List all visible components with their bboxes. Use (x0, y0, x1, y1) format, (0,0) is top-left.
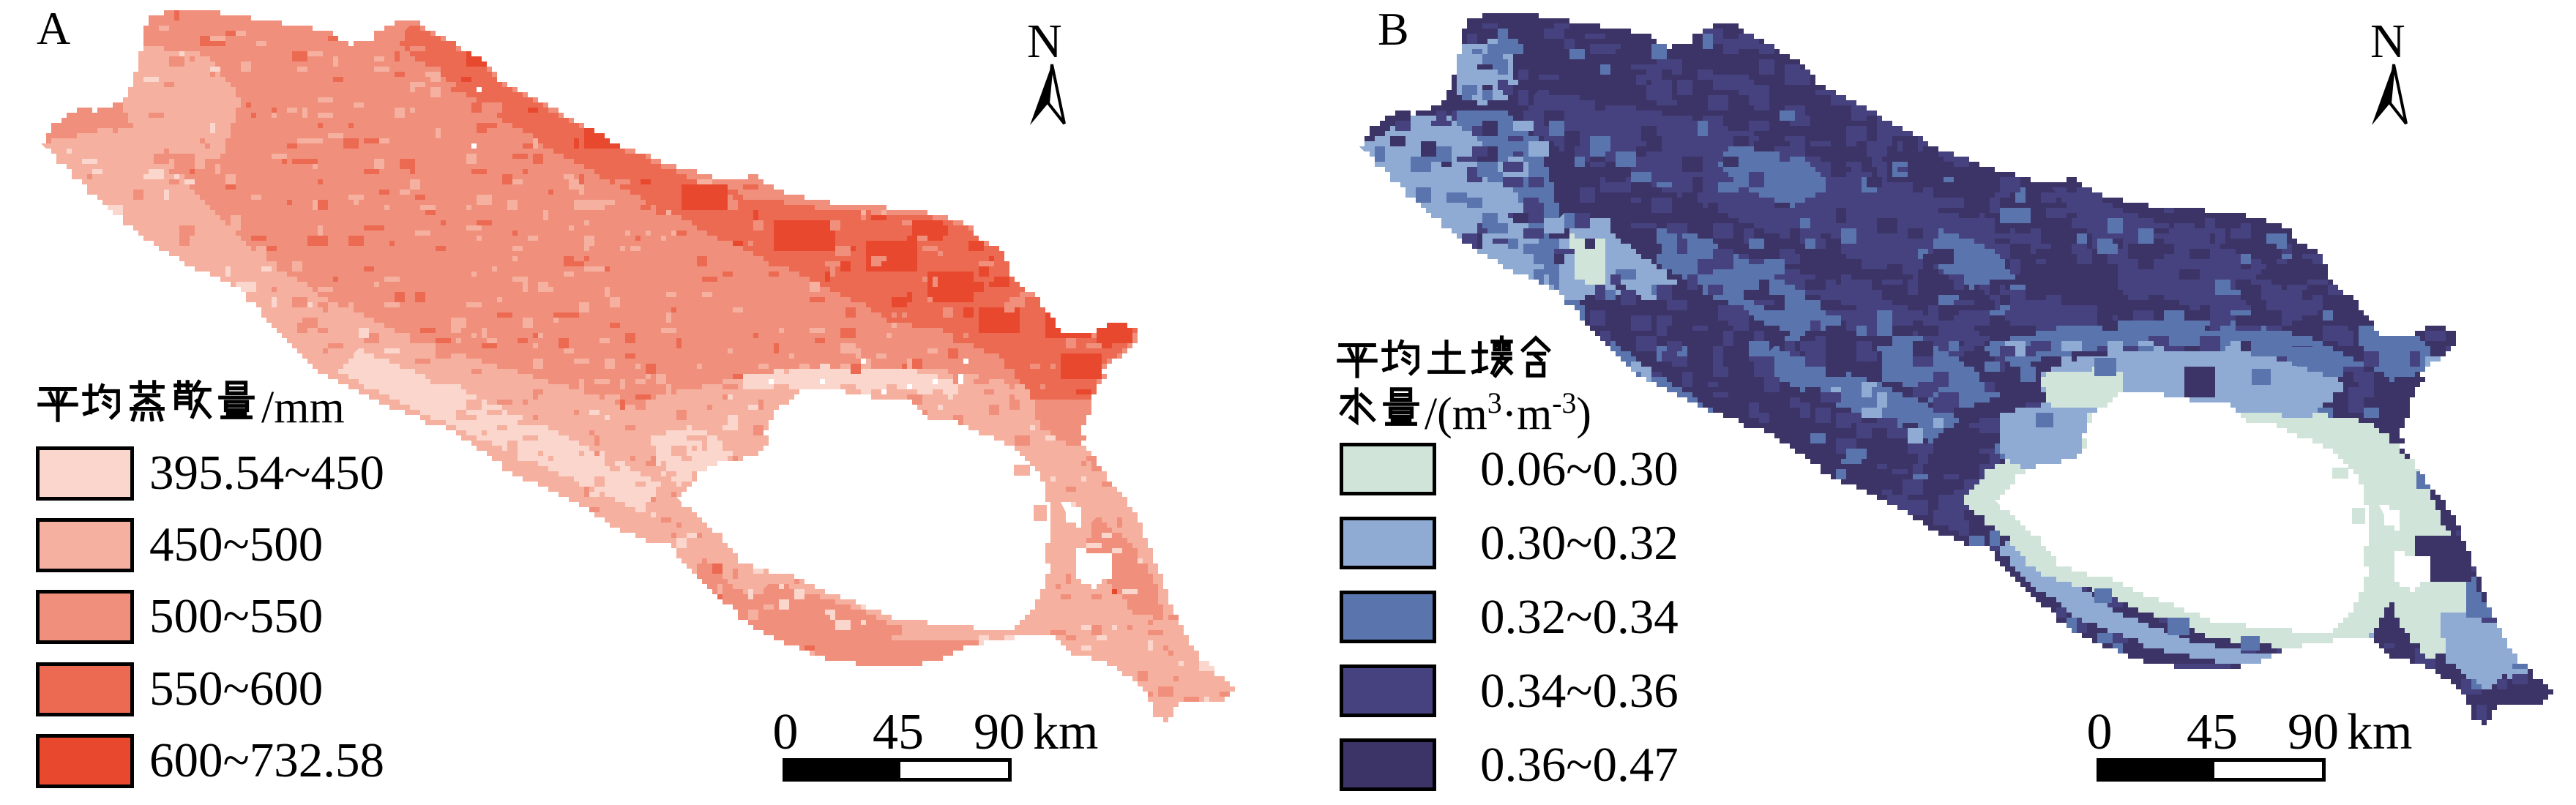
svg-text:45: 45 (2187, 704, 2238, 760)
svg-text:90: 90 (974, 704, 1025, 760)
svg-text:0.32~0.34: 0.32~0.34 (1480, 590, 1679, 644)
svg-text:45: 45 (873, 704, 924, 760)
svg-text:km: km (1033, 704, 1098, 760)
svg-text:0.36~0.47: 0.36~0.47 (1480, 738, 1679, 792)
svg-text:A: A (37, 2, 70, 54)
svg-text:N: N (1027, 15, 1062, 68)
svg-text:90: 90 (2288, 704, 2339, 760)
svg-text:500~550: 500~550 (149, 589, 323, 643)
svg-text:km: km (2347, 704, 2412, 760)
svg-text:550~600: 550~600 (149, 662, 323, 716)
svg-text:600~732.58: 600~732.58 (149, 733, 384, 787)
svg-text:395.54~450: 395.54~450 (149, 446, 384, 500)
svg-text:450~500: 450~500 (149, 517, 323, 572)
svg-text:0: 0 (773, 704, 799, 760)
svg-text:0.06~0.30: 0.06~0.30 (1480, 442, 1679, 496)
svg-text:0: 0 (2087, 704, 2113, 760)
svg-text:0.30~0.32: 0.30~0.32 (1480, 516, 1679, 570)
svg-text:0.34~0.36: 0.34~0.36 (1480, 664, 1679, 718)
svg-text:/mm: /mm (261, 383, 345, 433)
svg-text:N: N (2370, 15, 2405, 68)
svg-text:B: B (1378, 3, 1409, 55)
